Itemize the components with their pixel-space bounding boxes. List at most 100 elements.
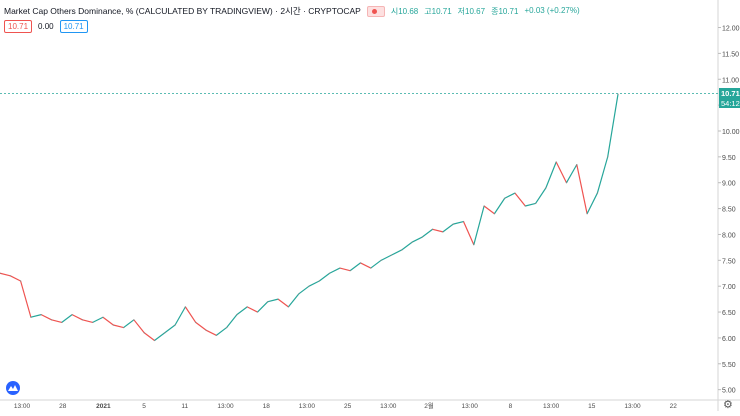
time-tick-label: 13:00 — [462, 403, 479, 410]
indicator-value-1[interactable]: 10.71 — [4, 20, 33, 33]
price-segment — [236, 306, 248, 316]
price-tick-label: 9.00 — [722, 181, 736, 188]
price-point — [9, 275, 11, 277]
chart-legend: Market Cap Others Dominance, % (CALCULAT… — [4, 5, 580, 17]
price-segment — [360, 262, 372, 269]
price-point — [30, 316, 32, 318]
time-tick-label: 13:00 — [543, 403, 560, 410]
price-segment — [174, 306, 186, 326]
price-point — [390, 254, 392, 256]
tradingview-logo-icon[interactable] — [6, 381, 20, 395]
price-segment — [113, 324, 124, 329]
price-point — [524, 205, 526, 207]
price-segment — [483, 205, 495, 215]
price-point — [359, 262, 362, 264]
price-tick-label: 12.00 — [722, 26, 740, 33]
price-point — [236, 314, 238, 316]
price-segment — [349, 262, 361, 272]
price-point — [0, 272, 1, 274]
indicator-value-3[interactable]: 10.71 — [59, 20, 88, 33]
price-point — [61, 321, 63, 323]
price-point — [112, 324, 114, 326]
price-segment — [565, 164, 578, 184]
price-point — [308, 285, 310, 287]
price-point — [555, 161, 557, 163]
price-segment — [318, 272, 330, 282]
price-point — [442, 231, 444, 233]
price-point — [143, 332, 145, 334]
price-point — [349, 270, 351, 272]
time-tick-label: 8 — [509, 403, 513, 410]
svg-text:54:12: 54:12 — [721, 99, 740, 108]
price-point — [370, 267, 372, 269]
indicator-values: 10.71 0.00 10.71 — [4, 20, 88, 33]
time-tick-label: 22 — [670, 403, 678, 410]
symbol-title[interactable]: Market Cap Others Dominance, % (CALCULAT… — [4, 6, 361, 16]
price-segment — [215, 327, 227, 336]
price-segment — [421, 228, 433, 238]
market-status-icon[interactable] — [366, 5, 385, 17]
price-point — [92, 321, 94, 323]
price-segment — [545, 161, 557, 189]
price-tick-label: 8.00 — [722, 232, 736, 239]
price-point — [123, 326, 125, 329]
price-point — [493, 213, 495, 215]
time-tick-label: 13:00 — [624, 403, 641, 410]
price-point — [617, 93, 619, 95]
price-point — [102, 316, 104, 318]
low-value: 10.67 — [465, 6, 486, 16]
price-point — [256, 311, 259, 313]
price-point — [586, 213, 588, 215]
price-tick-label: 5.50 — [722, 362, 736, 369]
price-point — [607, 156, 609, 158]
price-point — [339, 267, 341, 269]
time-tick-label: 11 — [181, 403, 188, 410]
time-tick-label: 13:00 — [217, 403, 234, 410]
price-segment — [154, 332, 166, 341]
price-point — [483, 205, 485, 207]
time-tick-label: 28 — [59, 403, 67, 410]
price-segment — [102, 316, 114, 326]
price-tick-label: 7.00 — [722, 284, 736, 291]
price-point — [226, 326, 228, 329]
price-segment — [380, 254, 392, 261]
price-point — [576, 164, 578, 166]
price-segment — [401, 241, 413, 251]
price-segment — [143, 332, 155, 341]
price-segment — [133, 319, 145, 334]
price-segment — [576, 164, 588, 214]
price-segment — [453, 220, 464, 225]
price-segment — [277, 298, 289, 308]
price-segment — [123, 319, 135, 329]
time-tick-label: 13:00 — [14, 403, 31, 410]
price-tick-label: 10.00 — [722, 129, 740, 136]
price-point — [205, 329, 207, 331]
close-label: 종 — [491, 6, 499, 16]
price-segment — [20, 280, 32, 318]
price-point — [514, 192, 516, 194]
time-tick-label: 5 — [142, 403, 146, 410]
price-segment — [339, 267, 351, 272]
price-point — [329, 272, 331, 274]
price-point — [215, 334, 217, 336]
price-segment — [442, 223, 454, 233]
price-point — [298, 293, 300, 295]
price-tick-label: 5.00 — [722, 388, 736, 395]
price-segment — [411, 236, 423, 243]
price-tick-label: 6.50 — [722, 310, 736, 317]
price-segment — [308, 280, 320, 287]
gear-icon[interactable]: ⚙ — [723, 399, 733, 411]
price-point — [71, 314, 73, 316]
price-segment — [473, 205, 485, 245]
price-segment — [391, 249, 402, 256]
low-label: 저 — [457, 6, 466, 16]
price-point — [246, 306, 248, 308]
price-point — [504, 197, 506, 199]
price-segment — [535, 187, 547, 204]
svg-text:10.71: 10.71 — [721, 89, 740, 98]
price-point — [421, 236, 423, 238]
price-tick-label: 6.00 — [722, 336, 736, 343]
open-label: 시 — [390, 6, 399, 16]
